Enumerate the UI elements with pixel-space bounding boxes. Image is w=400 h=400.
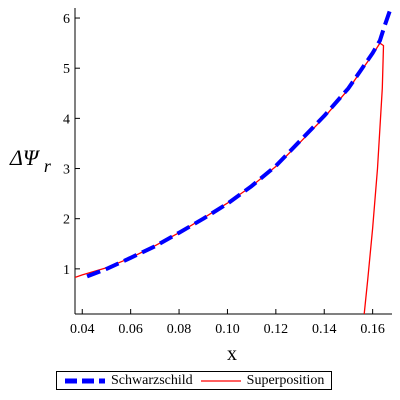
legend-label-superposition: Superposition bbox=[246, 372, 325, 388]
legend-swatch-superposition bbox=[200, 379, 241, 382]
y-tick-label: 5 bbox=[63, 62, 70, 77]
y-axis-title-sub: r bbox=[44, 156, 52, 176]
series-line-superposition bbox=[75, 42, 385, 314]
legend: Schwarzschild Superposition bbox=[56, 371, 332, 390]
chart-plot: 0.04 0.06 0.08 0.10 0.12 0.14 0.16 1 2 3 4 5 6 x ΔΨ … bbox=[9, 7, 393, 365]
series-layer bbox=[75, 7, 393, 314]
legend-item-superposition: Superposition bbox=[200, 372, 325, 389]
ticks: 0.04 0.06 0.08 0.10 0.12 0.14 0.16 1 2 3 4 5 6 bbox=[63, 12, 385, 337]
x-axis-title: x bbox=[227, 343, 237, 365]
x-tick-label: 0.14 bbox=[312, 322, 337, 337]
x-tick-label: 0.10 bbox=[215, 322, 240, 337]
y-tick-label: 2 bbox=[63, 213, 70, 228]
x-tick-label: 0.06 bbox=[118, 322, 143, 337]
legend-label-schwarzschild: Schwarzschild bbox=[111, 372, 193, 388]
x-tick-label: 0.12 bbox=[264, 322, 289, 337]
legend-item-schwarzschild: Schwarzschild bbox=[65, 373, 193, 389]
y-tick-label: 6 bbox=[63, 12, 70, 27]
y-axis-title-main: ΔΨ bbox=[9, 145, 41, 170]
series-line-schwarzschild bbox=[86, 7, 393, 279]
x-tick-label: 0.08 bbox=[167, 322, 192, 337]
y-axis-title: ΔΨ r bbox=[9, 145, 52, 176]
axes bbox=[74, 8, 392, 315]
x-tick-label: 0.04 bbox=[70, 322, 95, 337]
x-tick-label: 0.16 bbox=[360, 322, 385, 337]
y-tick-label: 1 bbox=[63, 263, 70, 278]
y-tick-label: 4 bbox=[63, 112, 70, 127]
legend-swatch-schwarzschild bbox=[65, 378, 105, 383]
y-tick-label: 3 bbox=[63, 163, 70, 178]
